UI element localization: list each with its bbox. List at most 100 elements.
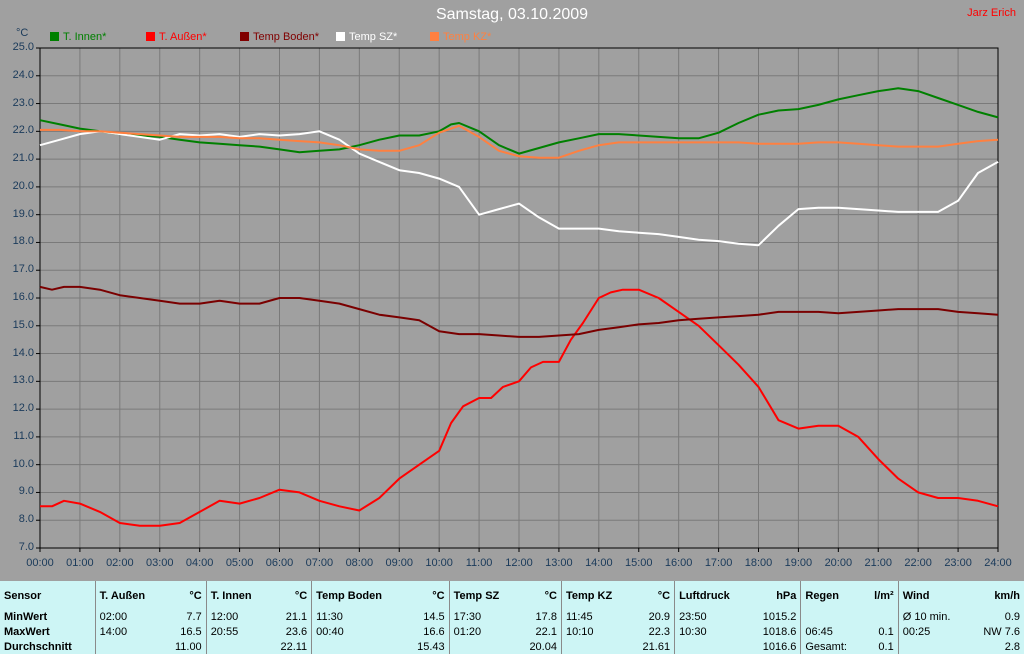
max-value: 16.6 bbox=[423, 625, 445, 638]
max-value: 16.5 bbox=[180, 625, 202, 638]
wind-min-value: 0.9 bbox=[1004, 610, 1020, 623]
group-name: Temp Boden bbox=[311, 581, 405, 609]
max-value: 23.6 bbox=[285, 625, 308, 638]
x-tick-label: 08:00 bbox=[345, 557, 374, 569]
min-value: 20.9 bbox=[648, 610, 671, 623]
legend-label: Temp KZ* bbox=[443, 31, 492, 43]
legend-item-temp-sz: Temp SZ* bbox=[336, 31, 397, 43]
legend-swatch bbox=[50, 32, 59, 41]
x-tick-label: 22:00 bbox=[904, 557, 932, 569]
x-tick-label: 04:00 bbox=[185, 557, 214, 569]
group-unit: km/h bbox=[994, 590, 1020, 602]
series-line-tempkz bbox=[40, 124, 999, 159]
legend-item-temp-kz: Temp KZ* bbox=[430, 31, 491, 43]
x-tick-label: 00:00 bbox=[26, 557, 54, 569]
avg-value: 11.00 bbox=[174, 640, 202, 653]
min-value: 14.5 bbox=[423, 610, 445, 623]
legend-swatch bbox=[430, 32, 439, 41]
x-tick-label: 10:00 bbox=[425, 557, 453, 569]
x-tick-label: 14:00 bbox=[585, 557, 613, 569]
series-line-tinnen bbox=[39, 87, 999, 155]
x-tick-label: 02:00 bbox=[106, 557, 134, 569]
max-time: 00:40 bbox=[311, 624, 405, 639]
x-tick-label: 15:00 bbox=[624, 557, 653, 569]
max-time: 01:20 bbox=[448, 624, 517, 639]
y-tick-label: 20.0 bbox=[12, 179, 34, 192]
max-time: 14:00 bbox=[94, 624, 163, 639]
legend-item-t-aussen: T. Außen* bbox=[146, 31, 207, 43]
x-tick-label: 06:00 bbox=[265, 557, 294, 569]
y-tick-label: 11.0 bbox=[13, 429, 34, 442]
stats-max-row: MaxWert 14:00 16.5 20:55 23.6 00:40 16.6 01… bbox=[0, 624, 1024, 639]
regen-total-value: 0.1 bbox=[878, 640, 894, 653]
chart-title: Samstag, 03.10.2009 bbox=[435, 6, 589, 23]
avg-value: 22.11 bbox=[280, 640, 308, 653]
x-tick-label: 12:00 bbox=[505, 557, 533, 569]
max-value: 1018.6 bbox=[762, 625, 797, 638]
legend-label: Temp Boden* bbox=[253, 31, 320, 43]
y-tick-label: 22.0 bbox=[12, 124, 34, 137]
group-unit: °C bbox=[544, 590, 557, 602]
group-name: Temp KZ bbox=[560, 581, 630, 609]
y-tick-label: 17.0 bbox=[12, 263, 34, 276]
max-value: 22.3 bbox=[648, 625, 671, 638]
stats-avg-row: Durchschnitt 11.00 22.11 15.43 20.04 21.… bbox=[0, 639, 1024, 654]
legend-item-t-innen: T. Innen* bbox=[50, 31, 106, 43]
min-value: 17.8 bbox=[535, 610, 557, 623]
min-value: 1015.2 bbox=[762, 610, 797, 623]
max-value: 22.1 bbox=[535, 625, 557, 638]
sensor-header: Sensor bbox=[4, 590, 42, 602]
min-time: 02:00 bbox=[94, 609, 163, 624]
group-name: Temp SZ bbox=[448, 581, 517, 609]
max-time: 20:55 bbox=[205, 624, 268, 639]
wind-min-label: Ø 10 min. bbox=[897, 609, 969, 624]
regen-value: 0.1 bbox=[878, 625, 894, 638]
x-tick-label: 18:00 bbox=[744, 557, 773, 569]
legend-swatch bbox=[336, 32, 345, 41]
x-tick-label: 21:00 bbox=[864, 557, 893, 569]
wind-avg-value: 2.8 bbox=[1004, 640, 1020, 653]
min-label: MinWert bbox=[4, 610, 48, 623]
x-tick-label: 24:00 bbox=[984, 557, 1012, 569]
series-line-tauen bbox=[40, 288, 999, 527]
group-name: Wind bbox=[897, 581, 969, 609]
x-tick-label: 05:00 bbox=[225, 557, 254, 569]
min-value: 7.7 bbox=[186, 610, 202, 623]
x-tick-label: 13:00 bbox=[545, 557, 573, 569]
avg-value: 21.61 bbox=[642, 640, 671, 653]
min-time: 11:30 bbox=[311, 609, 405, 624]
y-tick-label: 7.0 bbox=[18, 541, 34, 553]
x-tick-label: 20:00 bbox=[824, 557, 853, 569]
group-unit: °C bbox=[294, 590, 308, 602]
wind-max-value: NW 7.6 bbox=[983, 625, 1020, 638]
max-time: 10:30 bbox=[674, 624, 749, 639]
group-name: Regen bbox=[800, 581, 864, 609]
series-line-tempboden bbox=[39, 285, 999, 338]
stats-min-row: MinWert 02:00 7.7 12:00 21.1 11:30 14.5 17:… bbox=[0, 609, 1024, 624]
min-time: 12:00 bbox=[205, 609, 268, 624]
stats-table: Sensor T. Außen °C T. Innen °C Temp Boden °… bbox=[0, 581, 1024, 654]
legend-label: T. Außen* bbox=[159, 31, 207, 43]
y-axis-unit: °C bbox=[16, 27, 29, 39]
max-label: MaxWert bbox=[4, 625, 50, 638]
group-name: T. Außen bbox=[94, 581, 163, 609]
y-tick-label: 18.0 bbox=[12, 235, 34, 248]
min-time: 23:50 bbox=[674, 609, 749, 624]
x-tick-label: 03:00 bbox=[145, 557, 174, 569]
avg-value: 20.04 bbox=[529, 640, 557, 653]
y-tick-label: 8.0 bbox=[18, 513, 34, 526]
x-tick-label: 16:00 bbox=[664, 557, 693, 569]
group-unit: °C bbox=[657, 590, 671, 602]
x-tick-label: 09:00 bbox=[385, 557, 414, 569]
y-tick-label: 16.0 bbox=[12, 291, 34, 303]
y-tick-label: 19.0 bbox=[12, 207, 34, 220]
y-tick-label: 9.0 bbox=[18, 485, 34, 498]
plot-border bbox=[39, 47, 999, 549]
legend-label: Temp SZ* bbox=[349, 31, 398, 43]
group-unit: °C bbox=[189, 590, 202, 602]
y-tick-label: 13.0 bbox=[12, 374, 34, 387]
max-time: 10:10 bbox=[560, 624, 630, 639]
series-line-tempsz bbox=[39, 130, 999, 247]
min-time: 17:30 bbox=[448, 609, 517, 624]
avg-label: Durchschnitt bbox=[4, 640, 72, 653]
